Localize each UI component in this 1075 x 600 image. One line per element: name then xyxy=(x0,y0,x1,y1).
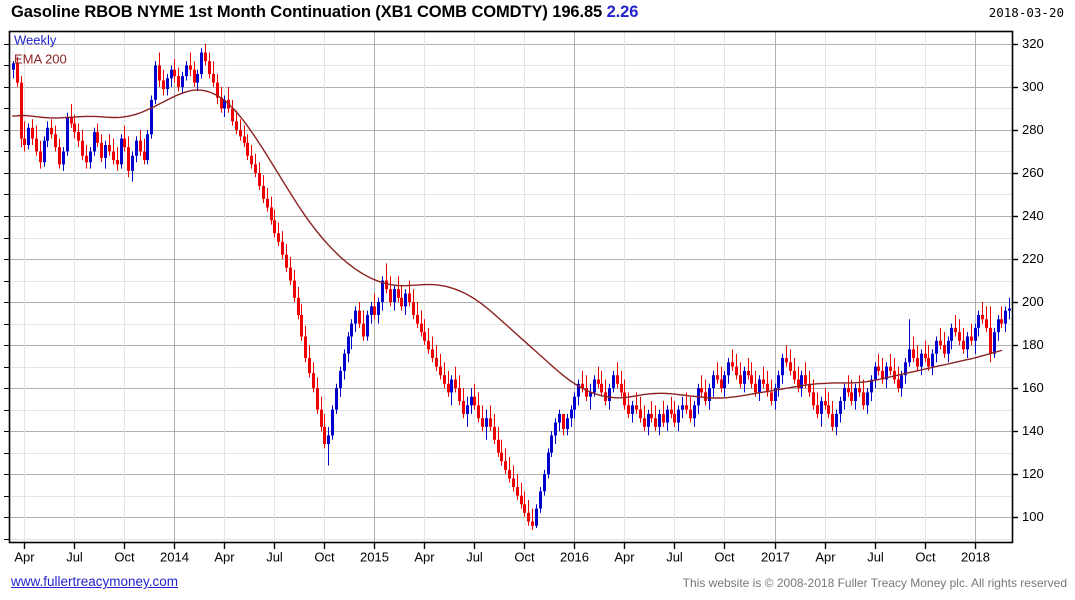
x-tick-label: 2018 xyxy=(961,550,990,565)
y-tick-label: 200 xyxy=(1022,294,1044,309)
x-tick-label: Apr xyxy=(14,550,35,565)
ema-200-line xyxy=(12,89,1003,399)
copyright-notice: This website is © 2008-2018 Fuller Treac… xyxy=(682,576,1067,590)
x-tick-label: Jul xyxy=(266,550,283,565)
plot-frame xyxy=(8,30,1014,544)
candlestick-series xyxy=(12,43,1011,531)
legend-ema-label: EMA 200 xyxy=(14,52,67,67)
y-axis-labels: 100 120 140 160 180 200 220 240 260 280 300 320 xyxy=(4,36,1044,540)
y-tick-label: 100 xyxy=(1022,509,1044,524)
chart-title: Gasoline RBOB NYME 1st Month Continuatio… xyxy=(11,3,638,22)
x-tick-label: Oct xyxy=(714,550,735,565)
x-tick-label: Oct xyxy=(514,550,535,565)
last-price: 196.85 xyxy=(552,3,603,21)
x-tick-label: Apr xyxy=(214,550,235,565)
x-tick-label: Jul xyxy=(867,550,884,565)
y-tick-label: 260 xyxy=(1022,165,1044,180)
y-tick-label: 300 xyxy=(1022,79,1044,94)
minor-gridlines xyxy=(9,65,1013,540)
vertical-gridlines xyxy=(24,31,976,543)
x-tick-label: Apr xyxy=(614,550,635,565)
y-tick-label: 180 xyxy=(1022,337,1044,352)
x-tick-label: 2014 xyxy=(160,550,189,565)
x-axis-labels: Apr Jul Oct 2014 Apr Jul Oct 2015 Apr Jul Oct 2016 A… xyxy=(14,543,990,565)
y-tick-label: 140 xyxy=(1022,423,1044,438)
chart-footer: www.fullertreacymoney.com This website i… xyxy=(0,570,1075,600)
x-tick-label: Jul xyxy=(66,550,83,565)
legend-periodicity: Weekly xyxy=(14,33,57,48)
candlestick-chart[interactable]: 100 120 140 160 180 200 220 240 260 280 300 320 Apr… xyxy=(0,30,1075,570)
x-tick-label: Oct xyxy=(114,550,135,565)
x-tick-label: 2016 xyxy=(560,550,589,565)
y-tick-label: 220 xyxy=(1022,251,1044,266)
instrument-name: Gasoline RBOB NYME 1st Month Continuatio… xyxy=(11,3,548,21)
chart-header: Gasoline RBOB NYME 1st Month Continuatio… xyxy=(0,0,1075,30)
y-tick-label: 120 xyxy=(1022,466,1044,481)
x-tick-label: 2015 xyxy=(360,550,389,565)
net-change: 2.26 xyxy=(606,3,639,21)
y-tick-label: 160 xyxy=(1022,380,1044,395)
x-tick-label: Oct xyxy=(915,550,936,565)
x-tick-label: Apr xyxy=(414,550,435,565)
x-tick-label: Apr xyxy=(815,550,836,565)
y-tick-label: 280 xyxy=(1022,122,1044,137)
chart-canvas-area[interactable]: 100 120 140 160 180 200 220 240 260 280 300 320 Apr… xyxy=(0,30,1075,570)
y-tick-label: 240 xyxy=(1022,208,1044,223)
x-tick-label: Jul xyxy=(466,550,483,565)
x-tick-label: 2017 xyxy=(761,550,790,565)
site-link[interactable]: www.fullertreacymoney.com xyxy=(11,574,179,589)
x-tick-label: Oct xyxy=(314,550,335,565)
chart-date: 2018-03-20 xyxy=(988,5,1064,20)
y-tick-label: 320 xyxy=(1022,36,1044,51)
x-tick-label: Jul xyxy=(666,550,683,565)
